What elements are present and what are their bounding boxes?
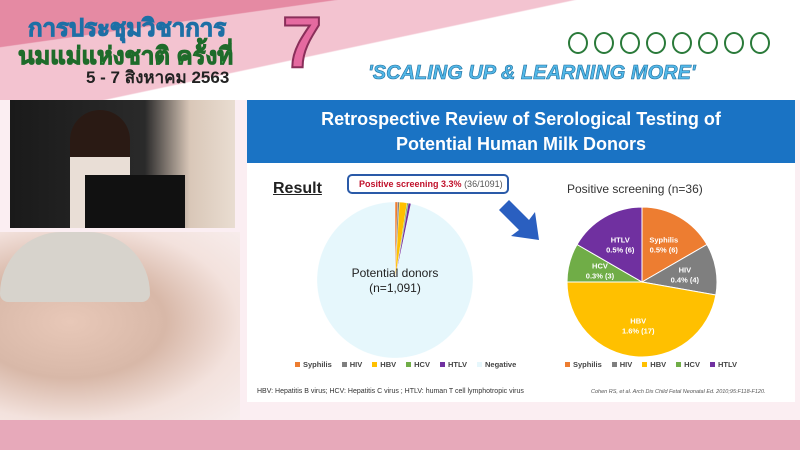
slide-title-line1: Retrospective Review of Serological Test… <box>321 109 721 129</box>
slice-label: HCV <box>592 262 608 271</box>
legend-item: HIV <box>341 360 362 369</box>
legend-item: HTLV <box>439 360 467 369</box>
slide-title: Retrospective Review of Serological Test… <box>247 100 795 163</box>
conference-banner: การประชุมวิชาการ นมแม่แห่งชาติ ครั้งที่ … <box>0 0 800 100</box>
slice-label: HBV <box>630 316 646 325</box>
sponsor-logos <box>568 32 770 54</box>
pie-slice-negative <box>316 201 474 359</box>
speaker-video <box>10 100 235 228</box>
child-photo <box>0 232 240 422</box>
donors-line2: (n=1,091) <box>369 281 421 295</box>
pie-slice-syphilis <box>641 206 708 283</box>
positive-screening-callout: Positive screening 3.3% (36/1091) <box>347 174 509 194</box>
banner-slogan: 'SCALING UP & LEARNING MORE' <box>368 62 696 85</box>
legend-item: HCV <box>676 360 700 369</box>
right-legend: Syphilis HIV HBV HCV HTLV <box>565 360 737 369</box>
legend-item: HIV <box>611 360 632 369</box>
slice-label: 1.6% (17) <box>622 326 655 335</box>
slice-label: HTLV <box>611 235 630 244</box>
slide-title-line2: Potential Human Milk Donors <box>395 134 647 154</box>
logo-icon <box>646 32 666 54</box>
citation: Cohen RS, et al. Arch Dis Child Fetal Ne… <box>591 389 766 395</box>
footnote: HBV: Hepatitis B virus; HCV: Hepatitis C… <box>257 388 524 395</box>
legend-item: Syphilis <box>565 360 602 369</box>
logo-icon <box>594 32 614 54</box>
slice-label: Syphilis <box>649 235 678 244</box>
legend-item: HBV <box>642 360 666 369</box>
banner-number: 7 <box>281 2 323 84</box>
legend-item: HCV <box>406 360 430 369</box>
donors-line1: Potential donors <box>351 266 439 280</box>
banner-dates: 5 - 7 สิงหาคม 2563 <box>86 68 230 87</box>
callout-bold: Positive screening 3.3% <box>359 179 462 189</box>
logo-icon <box>698 32 718 54</box>
slice-label: 0.5% (6) <box>650 245 679 254</box>
result-label: Result <box>273 180 322 197</box>
left-legend: Syphilis HIV HBV HCV HTLV Negative <box>295 360 516 369</box>
slice-label: 0.5% (6) <box>606 245 635 254</box>
logo-icon <box>724 32 744 54</box>
presentation-slide: Retrospective Review of Serological Test… <box>247 100 795 402</box>
pie-slice-hbv <box>566 281 717 358</box>
slice-label: HIV <box>679 265 692 274</box>
logo-icon <box>568 32 588 54</box>
donors-label: Potential donors (n=1,091) <box>315 266 475 296</box>
arrow-icon <box>499 200 539 240</box>
legend-item: Negative <box>477 360 516 369</box>
legend-item: HBV <box>372 360 396 369</box>
legend-item: Syphilis <box>295 360 332 369</box>
logo-icon <box>672 32 692 54</box>
banner-title-line2: นมแม่แห่งชาติ ครั้งที่ <box>17 43 234 71</box>
right-chart-title: Positive screening (n=36) <box>567 182 703 196</box>
legend-item: HTLV <box>709 360 737 369</box>
banner-title-line1: การประชุมวิชาการ <box>27 15 227 43</box>
logo-icon <box>620 32 640 54</box>
logo-icon <box>750 32 770 54</box>
slice-label: 0.4% (4) <box>671 275 700 284</box>
callout-detail: (36/1091) <box>464 179 503 189</box>
bottom-band <box>0 420 800 450</box>
pie-slice-htlv <box>576 206 643 283</box>
podium <box>85 175 185 228</box>
slice-label: 0.3% (3) <box>586 272 615 281</box>
